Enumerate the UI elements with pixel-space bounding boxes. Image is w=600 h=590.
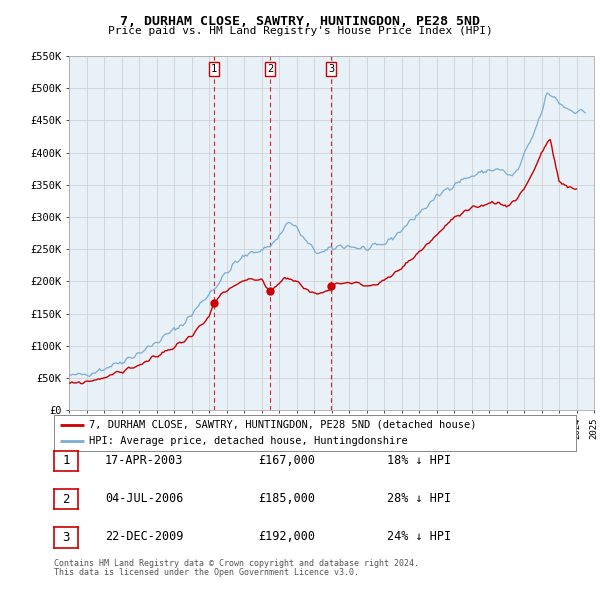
Text: 3: 3 bbox=[62, 531, 70, 544]
Text: 3: 3 bbox=[328, 64, 334, 74]
Text: £167,000: £167,000 bbox=[258, 454, 315, 467]
Text: HPI: Average price, detached house, Huntingdonshire: HPI: Average price, detached house, Hunt… bbox=[89, 437, 408, 447]
Text: 1: 1 bbox=[211, 64, 217, 74]
Text: 2: 2 bbox=[267, 64, 274, 74]
Text: Price paid vs. HM Land Registry's House Price Index (HPI): Price paid vs. HM Land Registry's House … bbox=[107, 26, 493, 36]
Text: 18% ↓ HPI: 18% ↓ HPI bbox=[387, 454, 451, 467]
Text: This data is licensed under the Open Government Licence v3.0.: This data is licensed under the Open Gov… bbox=[54, 568, 359, 577]
Text: 2: 2 bbox=[62, 493, 70, 506]
Text: 24% ↓ HPI: 24% ↓ HPI bbox=[387, 530, 451, 543]
Text: 17-APR-2003: 17-APR-2003 bbox=[105, 454, 184, 467]
Text: £185,000: £185,000 bbox=[258, 492, 315, 505]
Text: £192,000: £192,000 bbox=[258, 530, 315, 543]
Text: Contains HM Land Registry data © Crown copyright and database right 2024.: Contains HM Land Registry data © Crown c… bbox=[54, 559, 419, 568]
Text: 7, DURHAM CLOSE, SAWTRY, HUNTINGDON, PE28 5ND (detached house): 7, DURHAM CLOSE, SAWTRY, HUNTINGDON, PE2… bbox=[89, 419, 477, 430]
Text: 28% ↓ HPI: 28% ↓ HPI bbox=[387, 492, 451, 505]
Text: 04-JUL-2006: 04-JUL-2006 bbox=[105, 492, 184, 505]
Text: 22-DEC-2009: 22-DEC-2009 bbox=[105, 530, 184, 543]
Text: 1: 1 bbox=[62, 454, 70, 467]
Text: 7, DURHAM CLOSE, SAWTRY, HUNTINGDON, PE28 5ND: 7, DURHAM CLOSE, SAWTRY, HUNTINGDON, PE2… bbox=[120, 15, 480, 28]
